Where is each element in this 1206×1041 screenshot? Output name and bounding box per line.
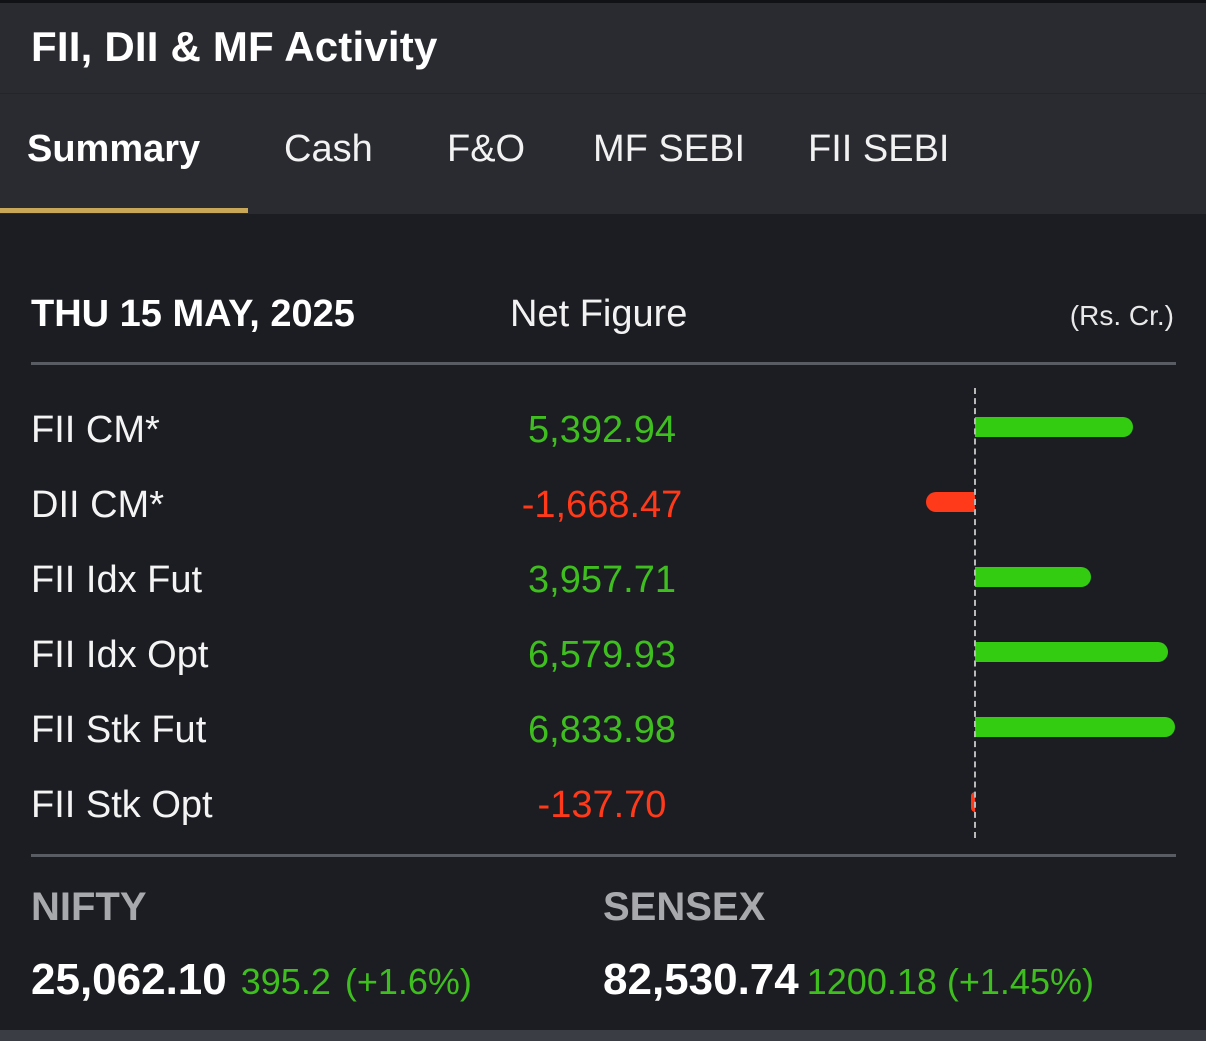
index-name: SENSEX (603, 885, 766, 929)
index-price: 25,062.10 (31, 955, 227, 1004)
net-bar (926, 492, 975, 512)
activity-date: THU 15 MAY, 2025 (31, 293, 355, 335)
row-value: 6,833.98 (528, 709, 676, 751)
table-row: FII Idx Fut 3,957.71 (0, 545, 1206, 620)
divider-top (31, 362, 1176, 365)
net-figure-label: Net Figure (510, 293, 688, 335)
tab-cash[interactable]: Cash (284, 128, 373, 170)
active-tab-indicator (0, 208, 248, 213)
index-change-pct: (+1.6%) (344, 961, 472, 1002)
row-label: FII Idx Opt (31, 634, 209, 676)
page-title: FII, DII & MF Activity (31, 23, 438, 70)
net-bar (975, 567, 1091, 587)
row-label: FII CM* (31, 409, 160, 451)
net-bar (970, 792, 975, 812)
app-header: FII, DII & MF Activity (0, 0, 1206, 93)
row-value: -137.70 (537, 784, 667, 826)
tab-mf-sebi[interactable]: MF SEBI (593, 128, 746, 170)
table-row: FII Idx Opt 6,579.93 (0, 620, 1206, 695)
index-change-pct: (+1.45%) (946, 961, 1094, 1002)
table-row: FII CM* 5,392.94 (0, 395, 1206, 470)
index-change: 395.2 (240, 961, 331, 1002)
row-value: -1,668.47 (521, 484, 683, 526)
index-quote: 82,530.74 1200.18 (+1.45%) (603, 955, 1094, 1005)
row-value: 5,392.94 (528, 409, 676, 451)
sensex-index[interactable]: SENSEX 82,530.74 1200.18 (+1.45%) (603, 885, 1094, 1004)
row-value: 3,957.71 (528, 559, 676, 601)
summary-header: THU 15 MAY, 2025 Net Figure (Rs. Cr.) (0, 290, 1206, 350)
tab-summary[interactable]: Summary (27, 128, 201, 170)
index-name: NIFTY (31, 885, 147, 929)
index-change: 1200.18 (806, 961, 937, 1002)
divider-bottom (31, 854, 1176, 857)
row-label: DII CM* (31, 484, 164, 526)
table-row: FII Stk Opt -137.70 (0, 770, 1206, 845)
row-label: FII Stk Fut (31, 709, 207, 751)
net-bar (975, 717, 1175, 737)
table-row: DII CM* -1,668.47 (0, 470, 1206, 545)
tab-bar: Summary Cash F&O MF SEBI FII SEBI (0, 93, 1206, 214)
row-label: FII Idx Fut (31, 559, 203, 601)
unit-label: (Rs. Cr.) (1069, 300, 1174, 331)
net-bar (975, 642, 1168, 662)
net-bar (975, 417, 1133, 437)
zero-axis-line (974, 388, 976, 838)
table-row: FII Stk Fut 6,833.98 (0, 695, 1206, 770)
nifty-index[interactable]: NIFTY 25,062.10 395.2 (+1.6%) (31, 885, 472, 1004)
row-label: FII Stk Opt (31, 784, 213, 826)
index-price: 82,530.74 (603, 955, 799, 1004)
row-value: 6,579.93 (528, 634, 676, 676)
tab-fno[interactable]: F&O (447, 128, 526, 170)
tab-fii-sebi[interactable]: FII SEBI (808, 128, 950, 170)
index-quote: 25,062.10 395.2 (+1.6%) (31, 955, 472, 1005)
bottom-edge (0, 1030, 1206, 1041)
